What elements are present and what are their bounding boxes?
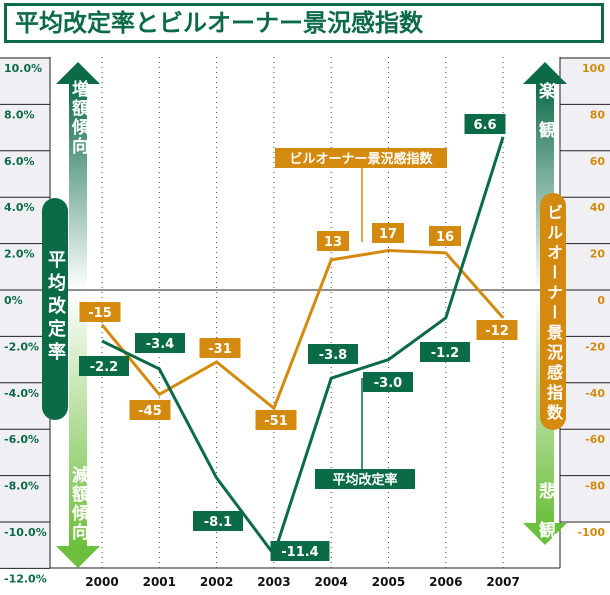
index-data-label: -51 xyxy=(264,414,288,429)
rate-data-label: -2.2 xyxy=(90,360,118,375)
left-tick-label: -4.0% xyxy=(4,387,39,400)
left-axis-pill-label: 平均改定率 xyxy=(45,250,66,365)
left-tick-label: -12.0% xyxy=(4,572,47,585)
down-arrow-head xyxy=(523,523,567,545)
up-arrow-head xyxy=(56,62,100,84)
x-tick-label: 2006 xyxy=(429,575,462,589)
x-tick-label: 2007 xyxy=(486,575,519,589)
right-tick-label: 40 xyxy=(590,201,606,214)
right-arrow-down-label: 悲観 xyxy=(535,482,555,560)
rate-callout-box xyxy=(315,469,415,489)
index-callout-box xyxy=(275,148,447,168)
left-tick-label: -2.0% xyxy=(4,340,39,353)
left-arrow-up-label: 増額傾向 xyxy=(68,80,88,156)
right-tick-label: -80 xyxy=(585,480,605,493)
index-series-line xyxy=(100,249,505,411)
right-tick-label: -20 xyxy=(585,340,605,353)
index-data-label: 16 xyxy=(436,230,454,245)
right-tick-label: -40 xyxy=(585,387,605,400)
index-data-label-box xyxy=(317,231,349,251)
x-tick-label: 2005 xyxy=(372,575,405,589)
rate-callout-label: 平均改定率 xyxy=(332,472,397,488)
index-data-label-box xyxy=(476,320,518,340)
rate-data-label-box xyxy=(270,541,330,561)
left-tick-label: 6.0% xyxy=(4,155,35,168)
rate-data-label-box xyxy=(193,511,243,531)
left-tick-label: -8.0% xyxy=(4,480,39,493)
index-data-label-box xyxy=(372,223,404,243)
x-tick-label: 2004 xyxy=(314,575,347,589)
rate-data-label: -3.4 xyxy=(146,337,174,352)
up-arrow-shaft xyxy=(69,82,87,290)
left-tick-label: 10.0% xyxy=(4,62,42,75)
right-axis-pill xyxy=(540,193,566,430)
index-data-label: -12 xyxy=(485,324,509,339)
right-tick-label: 80 xyxy=(590,108,606,121)
right-tick-label: -100 xyxy=(577,526,605,539)
index-callout-label: ビルオーナー景況感指数 xyxy=(289,151,433,167)
x-tick-label: 2003 xyxy=(257,575,290,589)
rate-data-label: -3.8 xyxy=(319,348,347,363)
index-data-label: -15 xyxy=(88,306,112,321)
index-data-label: -45 xyxy=(138,404,162,419)
index-data-label-box xyxy=(255,410,297,430)
right-tick-label: 0 xyxy=(597,294,605,307)
right-axis-panel xyxy=(560,57,610,521)
right-tick-label: 20 xyxy=(590,248,606,261)
rate-data-label: -1.2 xyxy=(431,346,459,361)
index-data-label-box xyxy=(79,302,121,322)
right-arrow-up-label: 楽観 xyxy=(535,82,555,160)
x-tick-label: 2002 xyxy=(200,575,233,589)
rate-data-label: -3.0 xyxy=(374,376,402,391)
index-data-label-box xyxy=(199,338,241,358)
rate-data-label: 6.6 xyxy=(473,118,496,133)
rate-data-label: -8.1 xyxy=(204,515,232,530)
right-axis-pill-label: ビルオーナー景況感指数 xyxy=(544,204,563,424)
down-arrow-shaft xyxy=(69,290,87,548)
rate-data-label-box xyxy=(79,356,129,376)
right-tick-label: 60 xyxy=(590,155,606,168)
left-tick-label: 8.0% xyxy=(4,108,35,121)
left-tick-label: 0% xyxy=(4,294,23,307)
rate-data-label: -11.4 xyxy=(281,545,318,560)
rate-data-label-box xyxy=(464,114,506,134)
left-tick-label: -10.0% xyxy=(4,526,47,539)
up-arrow-head xyxy=(523,62,567,84)
left-tick-label: 2.0% xyxy=(4,248,35,261)
right-tick-label: 100 xyxy=(582,62,605,75)
index-data-label: -31 xyxy=(208,342,232,357)
rate-series-line xyxy=(101,136,505,558)
left-axis-pill xyxy=(42,198,68,420)
left-arrow-down-label: 減額傾向 xyxy=(68,466,88,542)
index-data-label: 13 xyxy=(324,235,342,250)
down-arrow-head xyxy=(56,546,100,568)
index-data-label-box xyxy=(129,400,171,420)
rate-data-label-box xyxy=(308,344,358,364)
rate-data-label-box xyxy=(363,372,413,392)
index-data-label-box xyxy=(429,226,461,246)
index-data-label: 17 xyxy=(379,227,397,242)
right-tick-label: -60 xyxy=(585,433,605,446)
rate-data-label-box xyxy=(420,342,470,362)
x-tick-label: 2001 xyxy=(143,575,176,589)
left-tick-label: -6.0% xyxy=(4,433,39,446)
x-tick-label: 2000 xyxy=(85,575,118,589)
rate-data-label-box xyxy=(135,333,185,353)
chart-title: 平均改定率とビルオーナー景況感指数 xyxy=(4,3,604,43)
left-tick-label: 4.0% xyxy=(4,201,35,214)
left-axis-panel xyxy=(0,57,50,568)
